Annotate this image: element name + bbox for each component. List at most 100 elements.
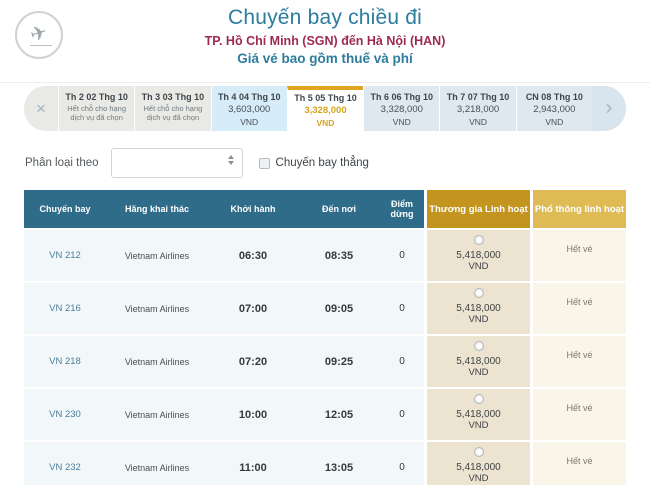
fare-note: Giá vé bao gồm thuế và phí [237,51,413,66]
tab-soldout-note: Hết chỗ cho hạng dịch vụ đã chọn [143,104,203,123]
business-price: 5,418,000 [456,250,501,261]
col-header-flight: Chuyến bay [24,190,106,228]
col-header-business: Thương gia Linh hoạt [424,190,530,228]
economy-soldout-label: Hết vé [566,297,593,307]
direct-flight-label: Chuyến bay thẳng [275,157,369,169]
sort-label: Phân loại theo [25,157,99,169]
plane-glyph: ✈ [27,20,50,47]
date-tab-bar: × Th 2 02 Thg 10 Hết chỗ cho hạng dịch v… [24,86,626,131]
date-tab-wed-04[interactable]: Th 4 04 Thg 10 3,603,000 VND [210,86,287,131]
tab-price: 2,943,000 [533,104,576,116]
business-fare-cell[interactable]: 5,418,000 VND [424,336,530,387]
economy-fare-cell: Hết vé [530,389,626,440]
carrier-name: Vietnam Airlines [124,250,190,261]
business-fare-radio[interactable] [473,341,484,351]
stops-count: 0 [399,356,405,367]
business-currency: VND [468,367,489,378]
economy-soldout-label: Hết vé [566,403,593,413]
tab-price: 3,603,000 [228,104,271,116]
business-fare-cell[interactable]: 5,418,000 VND [424,230,530,281]
economy-fare-cell: Hết vé [530,442,626,485]
table-header-row: Chuyến bay Hãng khai thác Khởi hành Đến … [24,190,626,228]
date-tab-sat-07[interactable]: Th 7 07 Thg 10 3,218,000 VND [439,86,516,131]
business-fare-radio[interactable] [473,394,484,404]
tab-currency: VND [392,116,411,127]
departing-plane-icon: ✈ [15,11,63,59]
sort-select[interactable] [110,148,243,178]
tab-soldout-note: Hết chỗ cho hạng dịch vụ đã chọn [67,104,127,123]
tab-date: Th 5 05 Thg 10 [294,93,357,103]
departure-time: 10:00 [238,408,268,421]
carrier-name: Vietnam Airlines [124,409,190,420]
business-fare-cell[interactable]: 5,418,000 VND [424,283,530,334]
runway-line [30,45,52,46]
table-row: VN 218 Vietnam Airlines 07:20 09:25 0 5,… [24,336,626,387]
flight-number-link[interactable]: VN 232 [49,462,81,473]
arrival-time: 08:35 [324,249,354,262]
arrival-time: 13:05 [324,461,354,474]
col-header-economy: Phổ thông linh hoạt [530,190,626,228]
economy-fare-cell: Hết vé [530,230,626,281]
direct-flight-filter[interactable]: Chuyến bay thẳng [258,157,369,169]
stops-count: 0 [399,462,405,473]
departure-time: 11:00 [239,461,267,474]
filter-row: Phân loại theo Chuyến bay thẳng [25,148,650,178]
page-title: Chuyến bay chiều đi [227,6,423,29]
date-tab-mon-02[interactable]: Th 2 02 Thg 10 Hết chỗ cho hạng dịch vụ … [58,86,135,131]
business-price: 5,418,000 [456,303,501,314]
tab-date: Th 2 02 Thg 10 [65,92,128,102]
arrival-time: 09:25 [324,355,354,368]
business-price: 5,418,000 [456,409,501,420]
business-currency: VND [468,261,489,272]
business-currency: VND [468,420,489,431]
business-fare-radio[interactable] [473,235,484,245]
col-header-carrier: Hãng khai thác [106,190,208,228]
tab-currency: VND [545,116,564,127]
stops-count: 0 [399,250,405,261]
flight-number-link[interactable]: VN 212 [49,250,81,261]
header-divider [0,82,650,83]
carrier-name: Vietnam Airlines [124,356,190,367]
close-button[interactable]: × [24,86,58,131]
carrier-name: Vietnam Airlines [124,303,190,314]
date-tab-tue-03[interactable]: Th 3 03 Thg 10 Hết chỗ cho hạng dịch vụ … [134,86,211,131]
tab-currency: VND [316,117,335,128]
economy-soldout-label: Hết vé [566,350,593,360]
col-header-depart: Khởi hành [208,190,298,228]
business-price: 5,418,000 [456,462,501,473]
business-fare-cell[interactable]: 5,418,000 VND [424,389,530,440]
business-price: 5,418,000 [456,356,501,367]
flight-number-link[interactable]: VN 216 [49,303,81,314]
chevron-right-icon: › [605,97,613,119]
tab-currency: VND [469,116,488,127]
flight-number-link[interactable]: VN 218 [49,356,81,367]
business-fare-cell[interactable]: 5,418,000 VND [424,442,530,485]
flight-number-link[interactable]: VN 230 [49,409,81,420]
arrival-time: 12:05 [324,408,354,421]
col-header-stops: Điểm dừng [380,190,424,228]
close-icon: × [36,98,46,118]
tab-date: Th 6 06 Thg 10 [370,92,434,102]
date-tab-sun-08[interactable]: CN 08 Thg 10 2,943,000 VND [515,86,592,131]
economy-soldout-label: Hết vé [566,456,593,466]
route-subtitle: TP. Hồ Chí Minh (SGN) đến Hà Nội (HAN) [204,34,446,48]
tab-date: CN 08 Thg 10 [525,92,583,102]
table-row: VN 230 Vietnam Airlines 10:00 12:05 0 5,… [24,389,626,440]
date-tab-thu-05-selected[interactable]: Th 5 05 Thg 10 3,328,000 VND [286,86,364,131]
economy-soldout-label: Hết vé [566,244,593,254]
business-fare-radio[interactable] [473,447,484,457]
date-tab-fri-06[interactable]: Th 6 06 Thg 10 3,328,000 VND [363,86,440,131]
flights-table: Chuyến bay Hãng khai thác Khởi hành Đến … [24,190,626,485]
departure-time: 07:20 [238,355,268,368]
tab-price: 3,218,000 [456,104,500,116]
direct-flight-checkbox[interactable] [258,157,270,169]
stops-count: 0 [399,303,405,314]
next-dates-button[interactable]: › [591,86,626,131]
carrier-name: Vietnam Airlines [124,462,190,473]
tab-date: Th 3 03 Thg 10 [141,92,205,102]
business-fare-radio[interactable] [473,288,484,298]
tab-date: Th 4 04 Thg 10 [217,92,281,102]
business-currency: VND [468,473,489,484]
table-row: VN 212 Vietnam Airlines 06:30 08:35 0 5,… [24,230,626,281]
